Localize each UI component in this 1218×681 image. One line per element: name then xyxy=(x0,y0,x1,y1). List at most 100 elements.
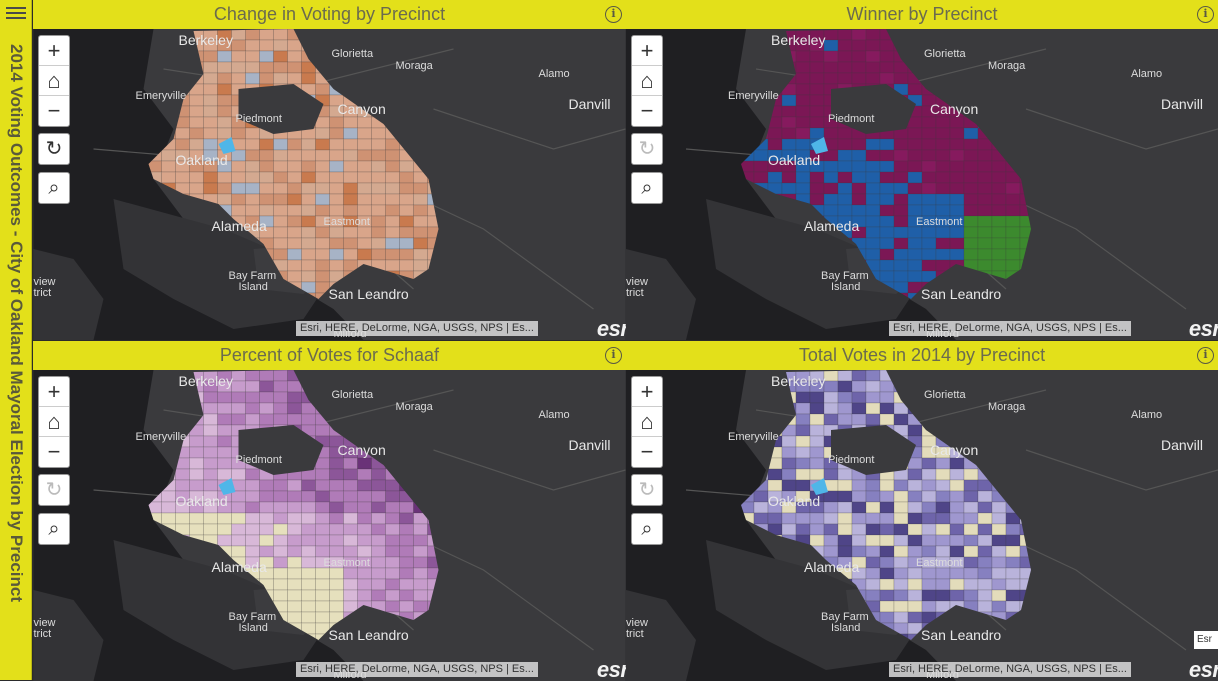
place-label: Alameda xyxy=(804,218,859,234)
precinct xyxy=(273,479,288,492)
home-button[interactable]: ⌂ xyxy=(39,407,69,437)
precinct xyxy=(1005,248,1021,261)
precinct xyxy=(865,171,881,184)
precinct xyxy=(329,512,344,525)
place-label: Moraga xyxy=(396,60,434,72)
basemap: Berkeley Glorietta Moraga Alamo Emeryville Pi… xyxy=(33,370,626,681)
search-icon[interactable]: ⌕ xyxy=(631,172,663,204)
precinct xyxy=(893,226,909,239)
place-label: Alameda xyxy=(804,559,859,575)
precinct xyxy=(893,578,909,591)
precinct xyxy=(315,501,330,514)
precinct xyxy=(343,479,358,492)
info-icon[interactable]: i xyxy=(1197,347,1214,364)
precinct xyxy=(357,160,372,173)
precinct xyxy=(795,468,811,481)
precinct xyxy=(977,501,993,514)
zoom-in-button[interactable]: + xyxy=(39,36,69,66)
zoom-out-button[interactable]: − xyxy=(47,98,61,123)
precinct xyxy=(879,61,895,74)
zoom-in-button[interactable]: + xyxy=(632,377,662,407)
precinct xyxy=(385,149,400,162)
info-icon[interactable]: i xyxy=(605,6,622,23)
map-view[interactable]: Berkeley Glorietta Moraga Alamo Emeryville Pi… xyxy=(626,370,1218,681)
precinct xyxy=(273,523,288,536)
precinct xyxy=(977,237,993,250)
search-icon[interactable]: ⌕ xyxy=(38,513,70,545)
precinct xyxy=(203,116,218,129)
precinct xyxy=(301,160,316,173)
precinct xyxy=(879,567,895,580)
precinct xyxy=(413,193,428,206)
precinct xyxy=(795,446,811,459)
precinct xyxy=(399,248,414,261)
refresh-icon[interactable]: ↻ xyxy=(631,133,663,165)
precinct xyxy=(287,380,302,393)
precinct xyxy=(977,259,993,272)
refresh-icon[interactable]: ↻ xyxy=(631,474,663,506)
map-attribution: Esri, HERE, DeLorme, NGA, USGS, NPS | Es… xyxy=(889,321,1131,336)
map-view[interactable]: Berkeley Glorietta Moraga Alamo Emeryville Pi… xyxy=(33,370,626,681)
precinct xyxy=(245,512,260,525)
precinct xyxy=(357,226,372,239)
home-button[interactable]: ⌂ xyxy=(632,66,662,96)
precinct xyxy=(259,512,274,525)
road-line xyxy=(433,449,626,491)
home-button[interactable]: ⌂ xyxy=(632,407,662,437)
precinct xyxy=(273,138,288,151)
hamburger-menu-icon[interactable] xyxy=(6,6,26,22)
precinct xyxy=(315,545,330,558)
precinct xyxy=(217,534,232,547)
precinct xyxy=(399,567,414,580)
info-icon[interactable]: i xyxy=(1197,6,1214,23)
home-button[interactable]: ⌂ xyxy=(39,66,69,96)
precinct xyxy=(977,149,993,162)
precinct xyxy=(781,116,797,129)
precinct xyxy=(189,468,204,481)
precinct xyxy=(231,523,246,536)
precinct xyxy=(385,259,400,272)
precinct xyxy=(991,226,1007,239)
precinct xyxy=(385,160,400,173)
zoom-out-button[interactable]: − xyxy=(47,439,61,464)
precinct xyxy=(217,72,232,85)
precinct xyxy=(217,523,232,536)
precinct xyxy=(879,149,895,162)
place-label: trict xyxy=(34,628,52,640)
piedmont-area xyxy=(831,84,916,134)
precinct xyxy=(879,611,895,624)
precinct xyxy=(287,545,302,558)
precinct xyxy=(301,523,316,536)
search-icon[interactable]: ⌕ xyxy=(631,513,663,545)
zoom-out-button[interactable]: − xyxy=(640,439,654,464)
zoom-in-button[interactable]: + xyxy=(39,377,69,407)
precinct xyxy=(907,160,923,173)
precinct xyxy=(809,468,825,481)
precinct xyxy=(301,545,316,558)
precinct xyxy=(893,611,909,624)
precinct xyxy=(217,61,232,74)
info-icon[interactable]: i xyxy=(605,347,622,364)
precinct xyxy=(385,204,400,217)
refresh-icon[interactable]: ↻ xyxy=(38,474,70,506)
precinct xyxy=(935,512,951,525)
precinct xyxy=(935,237,951,250)
map-view[interactable]: Berkeley Glorietta Moraga Alamo Emeryville Pi… xyxy=(33,29,626,340)
precinct xyxy=(329,567,344,580)
precinct xyxy=(413,226,428,239)
precinct xyxy=(245,50,260,63)
search-icon[interactable]: ⌕ xyxy=(38,172,70,204)
precinct xyxy=(963,523,979,536)
precinct xyxy=(259,479,274,492)
precinct xyxy=(767,171,783,184)
precinct xyxy=(1005,600,1021,613)
refresh-icon[interactable]: ↻ xyxy=(38,133,70,165)
precinct xyxy=(879,193,895,206)
precinct xyxy=(343,138,358,151)
map-view[interactable]: Berkeley Glorietta Moraga Alamo Emeryville Pi… xyxy=(626,29,1218,340)
precinct xyxy=(245,160,260,173)
zoom-out-button[interactable]: − xyxy=(640,98,654,123)
precinct xyxy=(301,204,316,217)
zoom-in-button[interactable]: + xyxy=(632,36,662,66)
precinct xyxy=(879,226,895,239)
